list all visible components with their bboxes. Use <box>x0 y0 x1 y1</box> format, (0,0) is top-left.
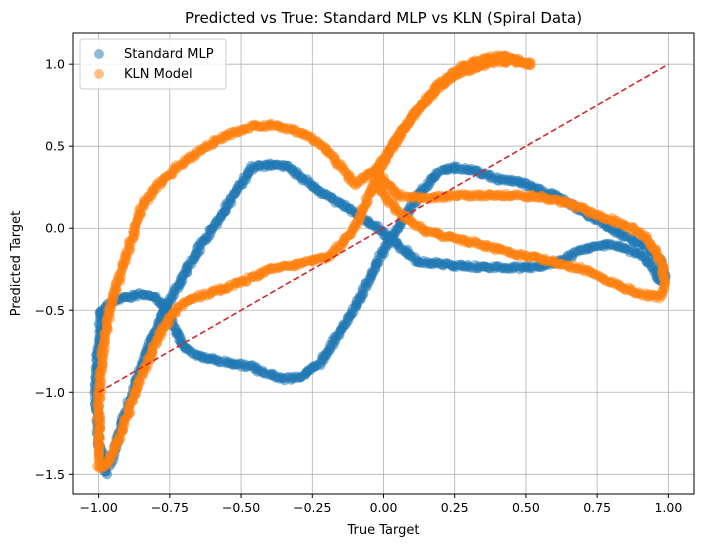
grid <box>73 33 694 494</box>
x-axis-ticks: −1.00 −0.75 −0.50 −0.25 0.00 0.25 0.50 0.75 1.00 <box>79 494 682 515</box>
y-tick-label: 0.5 <box>45 139 65 154</box>
x-tick-label: 0.00 <box>370 500 398 515</box>
series-2-points <box>370 165 670 304</box>
legend-label-kln-model: KLN Model <box>124 67 193 82</box>
legend: Standard MLP KLN Model <box>79 38 227 90</box>
x-tick-label: 1.00 <box>654 500 682 515</box>
legend-marker-kln-model <box>94 69 104 79</box>
reference-line <box>98 63 669 393</box>
x-tick-label: 0.50 <box>512 500 540 515</box>
y-tick-label: 1.0 <box>45 57 65 72</box>
x-tick-label: −0.25 <box>293 500 331 515</box>
series-layer <box>89 50 671 480</box>
series-1-points <box>92 50 536 474</box>
y-axis-ticks: −1.5 −1.0 −0.5 0.0 0.5 1.0 <box>35 57 73 482</box>
x-tick-label: 0.25 <box>441 500 469 515</box>
x-tick-label: −0.50 <box>222 500 260 515</box>
legend-marker-standard-mlp <box>94 49 104 59</box>
y-axis-label: Predicted Target <box>9 211 24 316</box>
legend-label-standard-mlp: Standard MLP <box>124 47 214 62</box>
data-point <box>370 176 381 187</box>
y-tick-label: 0.0 <box>45 221 65 236</box>
x-tick-label: −0.75 <box>151 500 189 515</box>
x-tick-label: −1.00 <box>79 500 117 515</box>
x-tick-label: 0.75 <box>583 500 611 515</box>
chart-title: Predicted vs True: Standard MLP vs KLN (… <box>185 9 582 27</box>
y-tick-label: −0.5 <box>35 303 65 318</box>
x-axis-label: True Target <box>347 523 420 538</box>
legend-box <box>79 38 227 90</box>
data-point <box>94 460 105 471</box>
y-tick-label: −1.5 <box>35 467 65 482</box>
y-tick-label: −1.0 <box>35 385 65 400</box>
